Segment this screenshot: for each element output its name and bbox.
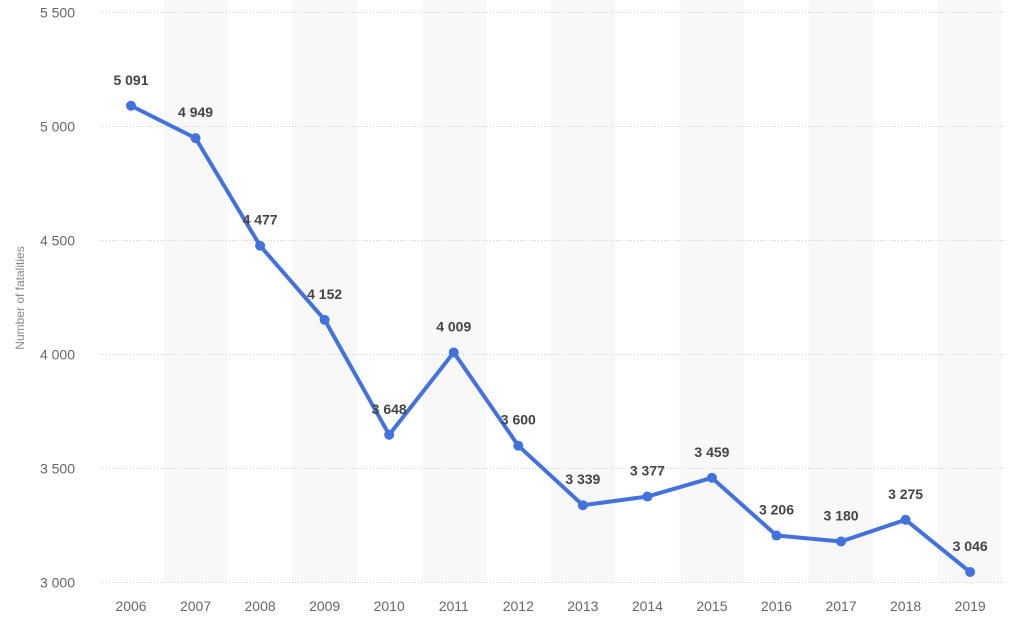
data-point — [771, 530, 782, 541]
x-tick-label: 2008 — [245, 598, 276, 614]
y-axis-label: Number of fatalities — [13, 246, 27, 349]
data-point — [513, 440, 524, 451]
series-line — [129, 103, 973, 575]
y-tick-label: 4 500 — [40, 233, 75, 249]
data-point — [642, 491, 653, 502]
x-tick-label: 2016 — [761, 598, 792, 614]
data-point — [448, 347, 459, 358]
data-label: 3 046 — [953, 538, 988, 554]
data-label: 4 152 — [307, 286, 342, 302]
data-point — [706, 472, 717, 483]
x-tick-label: 2014 — [632, 598, 663, 614]
data-label: 3 600 — [501, 412, 536, 428]
column-band — [163, 0, 228, 583]
x-tick-label: 2012 — [503, 598, 534, 614]
x-tick-label: 2018 — [890, 598, 921, 614]
x-tick-label: 2011 — [439, 598, 469, 614]
x-tick-label: 2019 — [955, 598, 986, 614]
x-tick-label: 2006 — [115, 598, 146, 614]
x-tick-label: 2013 — [567, 598, 598, 614]
data-point — [190, 133, 201, 144]
data-point — [900, 514, 911, 525]
data-label: 5 091 — [113, 72, 148, 88]
column-band — [808, 0, 874, 583]
column-band — [679, 0, 745, 583]
column-band — [292, 0, 357, 583]
x-tick-label: 2007 — [180, 598, 211, 614]
y-tick-label: 5 500 — [40, 5, 75, 21]
data-point — [836, 536, 847, 547]
data-point — [255, 240, 266, 251]
data-label: 4 009 — [436, 318, 471, 334]
data-label: 3 275 — [888, 486, 923, 502]
data-point — [126, 100, 136, 111]
x-tick-label: 2015 — [696, 598, 727, 614]
data-point — [965, 567, 976, 578]
y-tick-label: 5 000 — [40, 119, 75, 135]
data-label: 4 949 — [178, 104, 213, 120]
column-band — [937, 0, 1003, 583]
data-label: 3 459 — [694, 444, 729, 460]
x-tick-label: 2010 — [374, 598, 405, 614]
data-point — [319, 314, 330, 325]
data-point — [384, 429, 395, 440]
data-label: 3 377 — [630, 463, 665, 479]
column-band — [421, 0, 487, 583]
data-point — [577, 500, 588, 511]
y-tick-label: 3 000 — [40, 575, 75, 591]
x-tick-label: 2017 — [825, 598, 856, 614]
y-tick-label: 3 500 — [40, 461, 75, 477]
data-label: 3 206 — [759, 502, 794, 518]
data-label: 3 180 — [824, 507, 859, 523]
x-tick-label: 2009 — [309, 598, 340, 614]
data-label: 3 648 — [372, 401, 407, 417]
data-label: 4 477 — [243, 212, 278, 228]
y-tick-label: 4 000 — [40, 347, 75, 363]
column-band — [550, 0, 616, 583]
data-label: 3 339 — [565, 471, 600, 487]
